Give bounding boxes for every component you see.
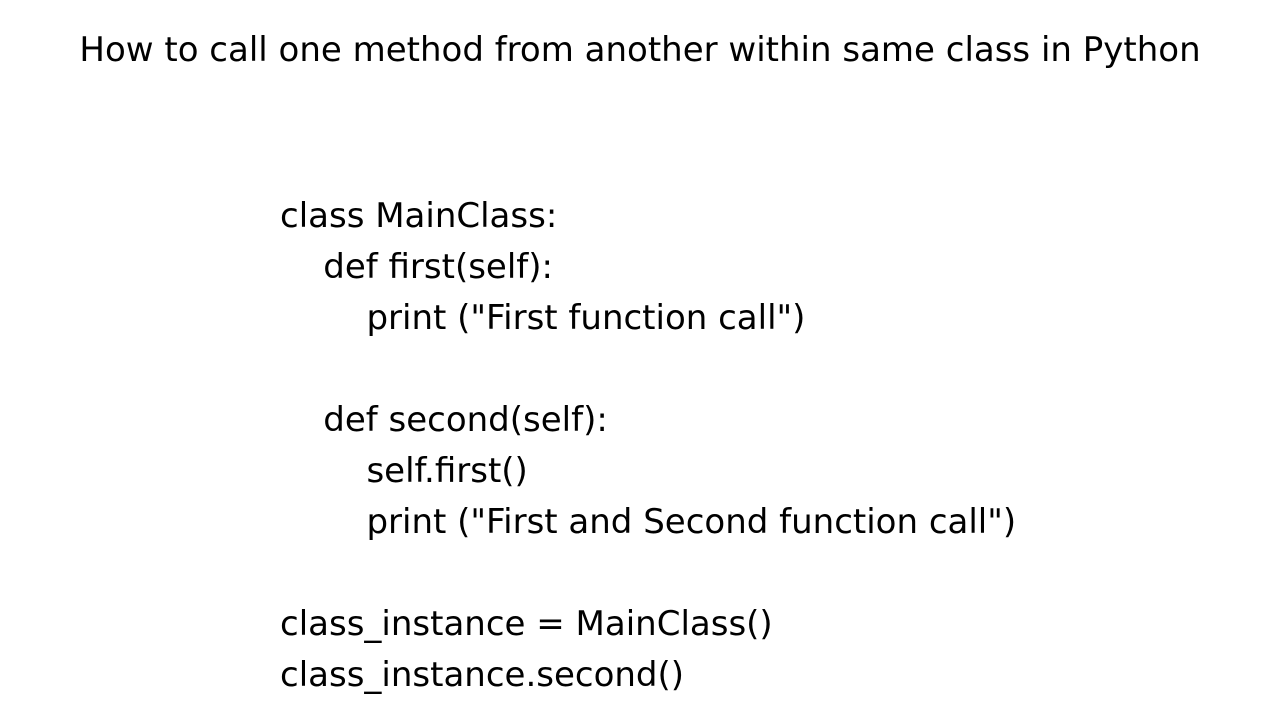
code-line: class_instance.second() xyxy=(280,655,684,695)
code-line: class MainClass: xyxy=(280,196,557,236)
code-line: def second(self): xyxy=(280,400,608,440)
code-line: class_instance = MainClass() xyxy=(280,604,773,644)
code-block: class MainClass: def first(self): print … xyxy=(0,70,1280,701)
code-line: def first(self): xyxy=(280,247,553,287)
code-line: print ("First and Second function call") xyxy=(280,502,1016,542)
code-line: self.first() xyxy=(280,451,528,491)
code-line: print ("First function call") xyxy=(280,298,805,338)
page-title: How to call one method from another with… xyxy=(0,0,1280,70)
